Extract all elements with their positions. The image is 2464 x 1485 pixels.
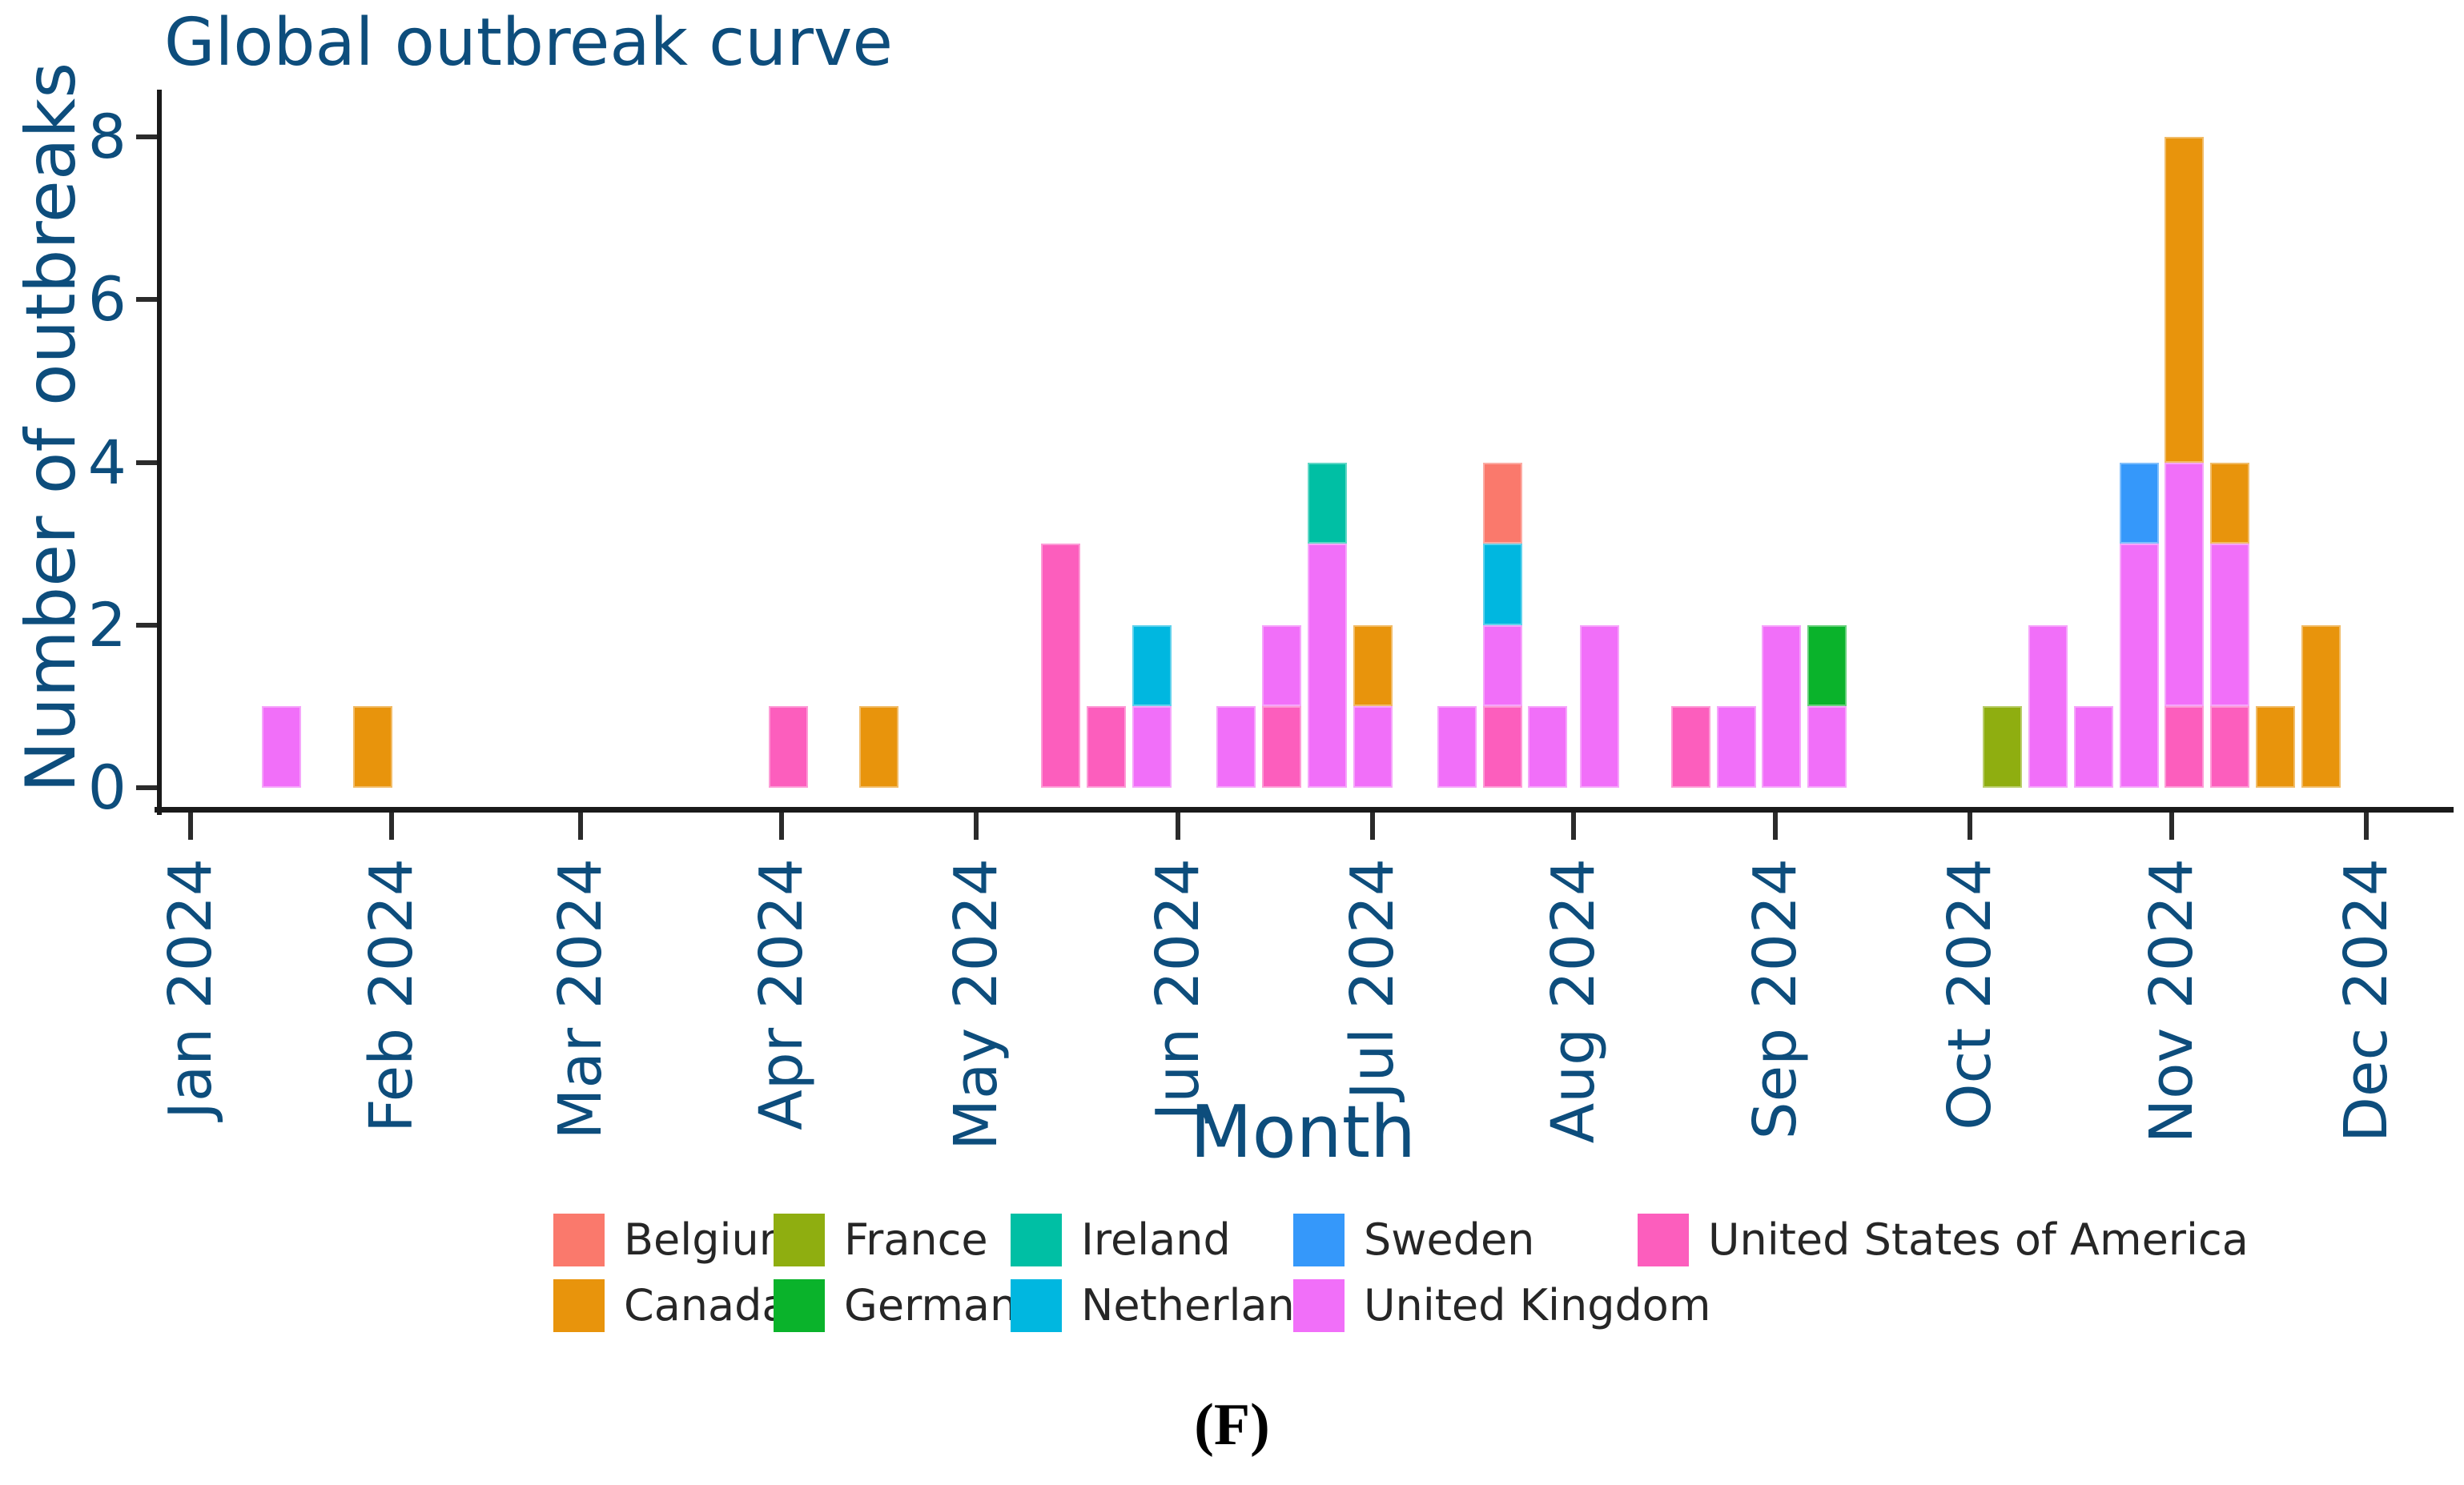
legend-label: France [844, 1214, 988, 1265]
x-tick [1370, 813, 1376, 840]
bar-segment [1807, 706, 1847, 788]
x-tick [577, 813, 583, 840]
legend-swatch [553, 1214, 605, 1266]
x-axis-title: Month [1189, 1090, 1417, 1174]
legend-label: Ireland [1081, 1214, 1231, 1265]
legend-swatch [1638, 1214, 1689, 1266]
legend-label: Netherlands [1081, 1280, 1345, 1330]
bar-segment [1261, 706, 1301, 788]
legend-label: Belgium [624, 1214, 802, 1265]
bar-segment [2073, 706, 2113, 788]
x-tick-label: Mar 2024 [545, 858, 615, 1140]
x-tick [1772, 813, 1778, 840]
bar-segment [1482, 544, 1522, 625]
x-tick-label: Jun 2024 [1143, 858, 1212, 1121]
bar-segment [1132, 624, 1172, 707]
bar-segment [2165, 462, 2205, 707]
legend-swatch [774, 1279, 825, 1332]
bar-segment [262, 706, 302, 788]
y-tick [136, 622, 157, 628]
bar-segment [2210, 462, 2250, 544]
x-tick-label: Oct 2024 [1935, 858, 2005, 1130]
bar-segment [1716, 706, 1756, 788]
x-tick-label: Jan 2024 [156, 858, 225, 1119]
x-tick [188, 813, 193, 840]
x-tick-label: Aug 2024 [1539, 858, 1609, 1144]
bar-segment [2301, 624, 2341, 788]
y-tick [136, 785, 157, 790]
legend-swatch [553, 1279, 605, 1332]
y-tick-label: 8 [87, 101, 127, 173]
bar-segment [1762, 624, 1802, 788]
x-tick-label: Apr 2024 [747, 858, 816, 1130]
bar-segment [768, 706, 808, 788]
bar-segment [2255, 706, 2295, 788]
bar-segment [2210, 706, 2250, 788]
bar-segment [1482, 462, 1522, 544]
bar-segment [1041, 544, 1081, 788]
x-tick [974, 813, 979, 840]
figure-panel-label: (F) [1194, 1392, 1270, 1458]
legend-label: Germany [844, 1280, 1043, 1330]
bar-segment [2119, 544, 2159, 788]
legend-label: Canada [624, 1280, 789, 1330]
y-axis-title: Number of outbreaks [11, 62, 91, 793]
bar-segment [1132, 706, 1172, 788]
bar-segment [1353, 624, 1393, 707]
legend-label: United Kingdom [1364, 1280, 1711, 1330]
y-tick-label: 0 [87, 752, 127, 823]
bar-segment [1482, 624, 1522, 707]
y-tick [136, 460, 157, 465]
x-tick-label: Jul 2024 [1338, 858, 1408, 1100]
bar-segment [2165, 706, 2205, 788]
y-tick [136, 134, 157, 140]
x-tick [2169, 813, 2174, 840]
x-tick-label: May 2024 [942, 858, 1011, 1150]
legend-label: Sweden [1364, 1214, 1535, 1265]
bar-segment [1807, 624, 1847, 707]
x-axis-line [155, 807, 2454, 813]
bar-segment [1482, 706, 1522, 788]
x-tick-label: Sep 2024 [1740, 858, 1810, 1140]
bar-segment [1307, 544, 1347, 788]
y-tick-label: 2 [87, 588, 127, 660]
bar-segment [1437, 706, 1477, 788]
x-tick [1571, 813, 1577, 840]
x-tick [1968, 813, 1973, 840]
legend-swatch [1293, 1214, 1345, 1266]
x-tick-label: Dec 2024 [2331, 858, 2401, 1143]
bar-segment [1216, 706, 1256, 788]
x-tick-label: Feb 2024 [357, 858, 427, 1133]
bar-segment [2210, 544, 2250, 707]
bar-segment [2028, 624, 2068, 788]
bar-segment [2119, 462, 2159, 544]
y-tick-label: 4 [87, 426, 127, 498]
y-tick [136, 297, 157, 303]
bar-segment [1307, 462, 1347, 544]
x-tick [1175, 813, 1180, 840]
bar-segment [1983, 706, 2023, 788]
bar-segment [1261, 624, 1301, 707]
bar-segment [1087, 706, 1126, 788]
chart-title: Global outbreak curve [164, 5, 893, 81]
x-tick [2363, 813, 2369, 840]
x-tick-label: Nov 2024 [2136, 858, 2206, 1144]
legend-swatch [1011, 1279, 1062, 1332]
bar-segment [1670, 706, 1710, 788]
bar-segment [1580, 624, 1620, 788]
bar-segment [859, 706, 899, 788]
bar-segment [2165, 137, 2205, 463]
legend-swatch [774, 1214, 825, 1266]
y-axis-line [157, 90, 162, 815]
x-tick [779, 813, 784, 840]
bar-segment [352, 706, 392, 788]
x-tick [389, 813, 395, 840]
bar-segment [1528, 706, 1568, 788]
bar-segment [1353, 706, 1393, 788]
legend-swatch [1293, 1279, 1345, 1332]
y-tick-label: 6 [87, 263, 127, 335]
legend-label: United States of America [1708, 1214, 2249, 1265]
legend-swatch [1011, 1214, 1062, 1266]
